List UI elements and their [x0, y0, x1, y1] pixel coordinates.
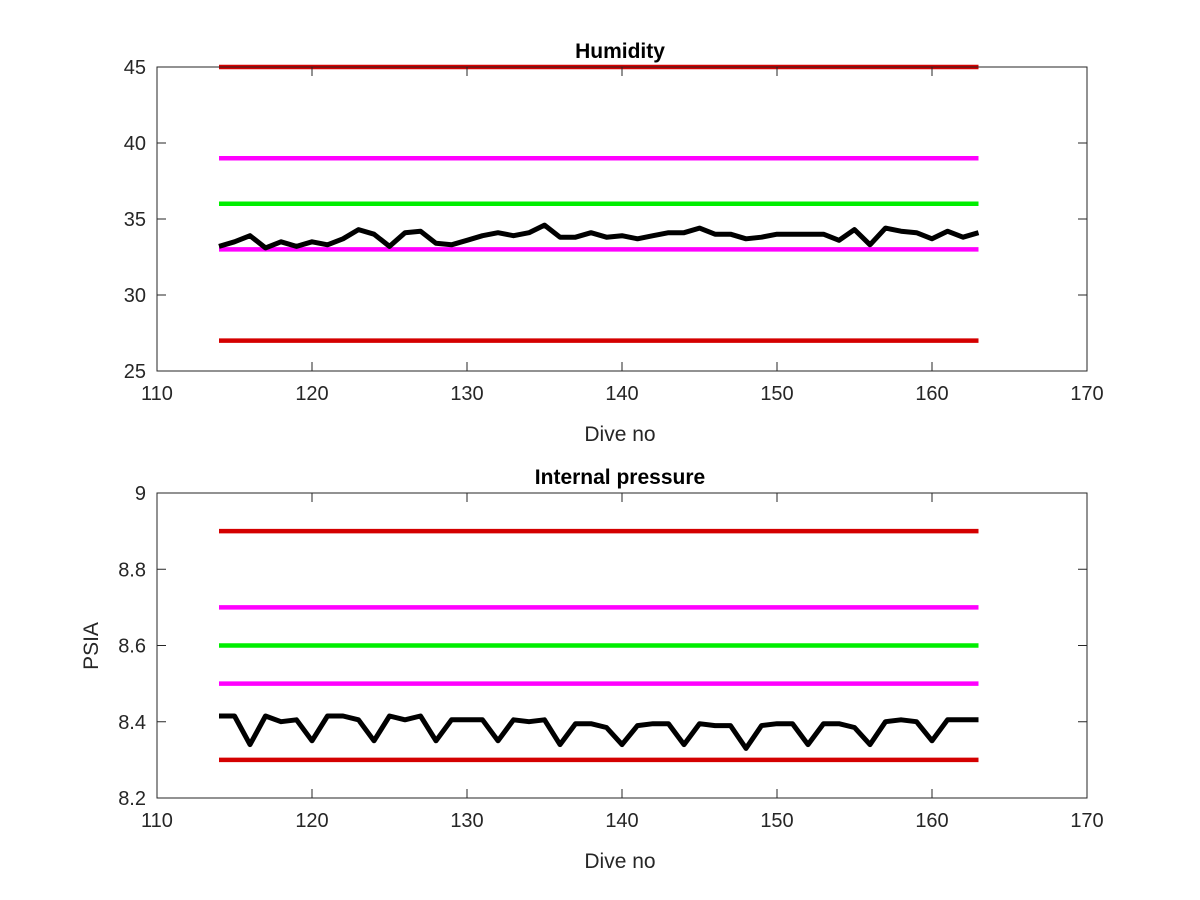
chart-title: Internal pressure [535, 466, 705, 489]
x-tick-label: 110 [141, 383, 173, 405]
x-tick-label: 150 [760, 383, 793, 405]
y-tick-label: 9 [135, 483, 146, 505]
tick-group: 110 120 130 140 150 160 170 8.2 8.4 8.6 8.8 9 [118, 483, 1104, 832]
x-tick-label: 150 [760, 810, 793, 832]
x-tick-label: 170 [1070, 810, 1103, 832]
y-tick-label: 25 [124, 361, 146, 383]
y-axis-label: PSIA [80, 622, 103, 670]
x-axis-label: Dive no [584, 423, 655, 446]
y-tick-label: 45 [124, 57, 146, 79]
x-tick-label: 160 [915, 383, 948, 405]
x-tick-label: 170 [1070, 383, 1103, 405]
humidity-chart: Humidity 110 120 130 140 150 160 170 25 30 35 40 45… [124, 40, 1104, 446]
series-group [219, 528, 979, 763]
x-tick-label: 110 [141, 810, 173, 832]
x-tick-label: 130 [450, 383, 483, 405]
measurement-line [218, 222, 980, 251]
x-tick-label: 140 [605, 810, 638, 832]
y-tick-label: 8.2 [118, 788, 146, 810]
tick-group: 110 120 130 140 150 160 170 25 30 35 40 45 [124, 57, 1104, 405]
x-axis-label: Dive no [584, 850, 655, 873]
y-tick-label: 8.4 [118, 712, 146, 734]
x-tick-label: 130 [450, 810, 483, 832]
y-tick-label: 8.8 [118, 559, 146, 581]
x-tick-label: 140 [605, 383, 638, 405]
x-tick-label: 120 [295, 383, 328, 405]
x-tick-label: 160 [915, 810, 948, 832]
y-tick-label: 8.6 [118, 636, 146, 658]
internal-pressure-chart: Internal pressure 110 120 130 140 150 160 170 8… [80, 466, 1104, 873]
x-tick-label: 120 [295, 810, 328, 832]
y-tick-label: 35 [124, 209, 146, 231]
y-tick-label: 40 [124, 133, 146, 155]
chart-title: Humidity [575, 40, 665, 63]
measurement-line [219, 713, 979, 751]
y-tick-label: 30 [124, 285, 146, 307]
